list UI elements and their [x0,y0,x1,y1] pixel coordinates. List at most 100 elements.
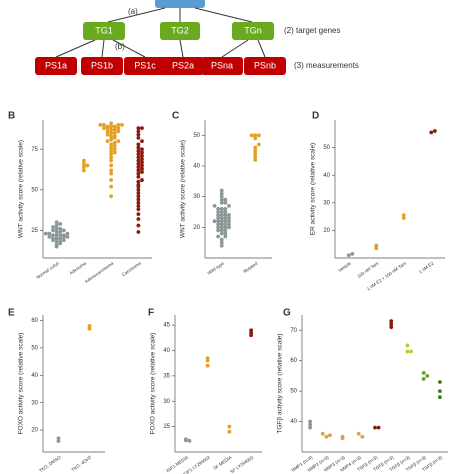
data-point [425,373,430,378]
diagram: (a) (b) TG1 TG2 TGn PS1a PS1b PS1c PS2a … [35,0,359,75]
data-point [219,213,224,217]
data-point [51,233,55,238]
legend-text: (2) target genes [284,26,340,35]
data-point [109,131,114,135]
data-point [340,436,345,441]
data-point [54,233,59,238]
data-point [109,124,114,129]
data-point [253,151,258,156]
measurement: PSna [211,60,233,70]
data-point [109,134,114,139]
data-point [360,434,365,439]
x-tick-label: Vehicle [337,260,352,273]
root-node [155,0,205,8]
data-point [51,236,55,241]
data-point [81,158,86,163]
data-point [227,222,231,227]
data-point [219,197,224,202]
data-point [136,179,141,184]
data-point [136,194,141,199]
data-point [58,239,63,244]
y-tick-label: 30 [163,399,170,405]
data-point [109,158,114,163]
data-point [219,219,224,224]
data-point [219,243,224,248]
measurement-node [201,57,243,75]
x-tick-label: Adenoma [68,260,87,275]
data-point [102,126,106,131]
data-point [140,150,144,155]
measurement-node [35,57,77,75]
data-point [219,222,224,227]
data-point [136,132,141,137]
data-point [112,131,117,135]
data-point [56,439,61,443]
data-point [47,234,52,239]
target-gene: TGn [244,25,262,35]
data-point [219,225,224,230]
data-point [437,389,442,394]
data-point [136,155,141,160]
x-tick-label: 1 nM E2 [418,260,435,274]
data-point [58,233,63,238]
data-point [219,194,224,199]
legend-text: (3) measurements [294,61,359,70]
data-point [65,231,70,236]
data-point [216,207,221,211]
data-point [219,228,224,233]
data-point [109,171,114,176]
data-point [54,236,59,241]
data-point [136,200,141,205]
data-point [249,330,254,335]
data-point [432,129,437,133]
data-point [356,431,361,436]
y-tick-label: 45 [163,323,170,329]
data-point [61,233,66,238]
data-point [136,191,141,195]
data-point [253,157,258,162]
data-point [227,424,232,429]
y-tick-label: 40 [290,419,297,425]
data-point [253,148,258,153]
x-tick-label: TKO, DMSO [38,454,62,473]
y-tick-label: 40 [163,348,170,354]
data-point [136,152,141,156]
data-point [136,183,141,187]
data-point [102,122,106,127]
panel-label: G [283,308,291,319]
data-point [227,219,231,224]
target-gene-node [160,22,200,40]
data-point [219,237,224,242]
x-tick-label: SF MEDIA [212,455,232,471]
data-point [47,231,52,236]
target-gene: TG2 [171,25,189,35]
data-point [253,133,258,138]
data-point [223,234,228,239]
data-point [58,236,63,241]
data-point [227,225,231,230]
data-point [140,166,144,171]
data-point [249,133,254,138]
y-tick-label: 30 [323,200,330,206]
data-point [223,216,228,221]
measurement: PS1a [45,60,67,70]
data-point [216,213,221,217]
data-point [421,370,426,375]
data-point [374,243,379,248]
data-point [136,126,141,131]
data-point [136,204,141,208]
data-point [87,326,92,331]
y-tick-label: 20 [31,428,38,434]
edge-label: (b) [115,42,125,51]
data-point [81,168,86,173]
data-point [253,136,258,141]
data-point [219,207,224,211]
data-point [216,210,221,214]
data-point [320,431,325,436]
y-axis-label: WNT activity score (relative scale) [180,140,187,238]
measurement-node [244,57,286,75]
data-point [105,129,110,134]
data-point [109,152,114,156]
data-point [136,171,141,176]
data-point [212,203,217,208]
